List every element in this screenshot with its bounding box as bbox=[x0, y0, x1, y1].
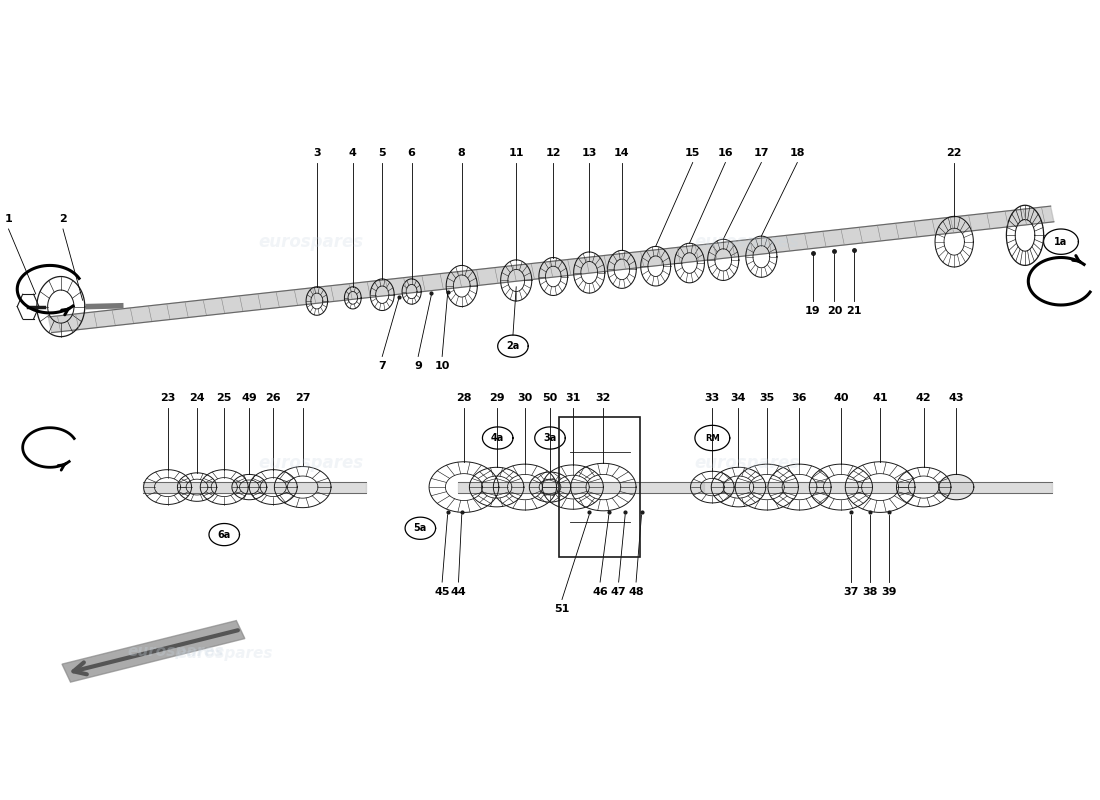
Text: 13: 13 bbox=[582, 148, 597, 158]
Text: 38: 38 bbox=[862, 587, 878, 597]
Text: 24: 24 bbox=[189, 393, 205, 403]
Text: 20: 20 bbox=[827, 306, 842, 316]
Text: 35: 35 bbox=[759, 393, 774, 403]
Text: 42: 42 bbox=[916, 393, 932, 403]
Polygon shape bbox=[143, 482, 366, 493]
Text: 41: 41 bbox=[872, 393, 888, 403]
Text: 36: 36 bbox=[792, 393, 807, 403]
Polygon shape bbox=[939, 474, 974, 500]
Text: 26: 26 bbox=[265, 393, 282, 403]
Text: eurospares: eurospares bbox=[176, 646, 273, 661]
Text: 39: 39 bbox=[881, 587, 896, 597]
Text: 8: 8 bbox=[458, 148, 465, 158]
Text: 25: 25 bbox=[217, 393, 232, 403]
Text: eurospares: eurospares bbox=[258, 454, 364, 472]
Text: RM: RM bbox=[705, 434, 719, 442]
Text: 6: 6 bbox=[408, 148, 416, 158]
Text: 5: 5 bbox=[378, 148, 386, 158]
Text: 4a: 4a bbox=[491, 433, 504, 443]
Text: 6a: 6a bbox=[218, 530, 231, 539]
Text: 14: 14 bbox=[614, 148, 629, 158]
Text: 9: 9 bbox=[415, 362, 422, 371]
Text: 50: 50 bbox=[542, 393, 558, 403]
Text: 29: 29 bbox=[488, 393, 505, 403]
Polygon shape bbox=[62, 621, 245, 682]
Text: 21: 21 bbox=[846, 306, 861, 316]
Polygon shape bbox=[459, 482, 704, 493]
Polygon shape bbox=[702, 482, 1053, 493]
Text: 44: 44 bbox=[451, 587, 466, 597]
Text: eurospares: eurospares bbox=[126, 644, 223, 659]
Text: 4: 4 bbox=[349, 148, 356, 158]
Text: 47: 47 bbox=[610, 587, 626, 597]
Text: 40: 40 bbox=[833, 393, 848, 403]
Text: 37: 37 bbox=[843, 587, 858, 597]
Text: 12: 12 bbox=[546, 148, 561, 158]
Text: 10: 10 bbox=[434, 362, 450, 371]
Text: 22: 22 bbox=[946, 148, 961, 158]
Text: 17: 17 bbox=[754, 148, 769, 158]
Text: 43: 43 bbox=[948, 393, 964, 403]
Text: 33: 33 bbox=[705, 393, 720, 403]
Text: 27: 27 bbox=[295, 393, 310, 403]
Text: 2a: 2a bbox=[506, 341, 519, 351]
Text: 5a: 5a bbox=[414, 523, 427, 534]
Polygon shape bbox=[48, 206, 1054, 333]
Text: eurospares: eurospares bbox=[258, 233, 364, 250]
Text: 49: 49 bbox=[241, 393, 257, 403]
Text: eurospares: eurospares bbox=[694, 233, 800, 250]
Text: 15: 15 bbox=[685, 148, 701, 158]
Text: 48: 48 bbox=[628, 587, 643, 597]
Text: 30: 30 bbox=[517, 393, 532, 403]
Text: 3: 3 bbox=[314, 148, 321, 158]
Text: 45: 45 bbox=[434, 587, 450, 597]
Text: 51: 51 bbox=[554, 604, 570, 614]
Text: 7: 7 bbox=[378, 362, 386, 371]
Text: 11: 11 bbox=[508, 148, 524, 158]
Text: 16: 16 bbox=[717, 148, 734, 158]
Text: 1: 1 bbox=[4, 214, 12, 224]
Text: 1a: 1a bbox=[1054, 237, 1068, 246]
Text: 28: 28 bbox=[456, 393, 472, 403]
Text: 32: 32 bbox=[596, 393, 612, 403]
Text: 34: 34 bbox=[730, 393, 746, 403]
Text: 3a: 3a bbox=[543, 433, 557, 443]
Text: 31: 31 bbox=[565, 393, 581, 403]
Text: 19: 19 bbox=[805, 306, 821, 316]
Text: 23: 23 bbox=[160, 393, 175, 403]
Text: eurospares: eurospares bbox=[694, 454, 800, 472]
Text: 46: 46 bbox=[592, 587, 608, 597]
Text: 2: 2 bbox=[59, 214, 67, 224]
Text: 18: 18 bbox=[790, 148, 805, 158]
